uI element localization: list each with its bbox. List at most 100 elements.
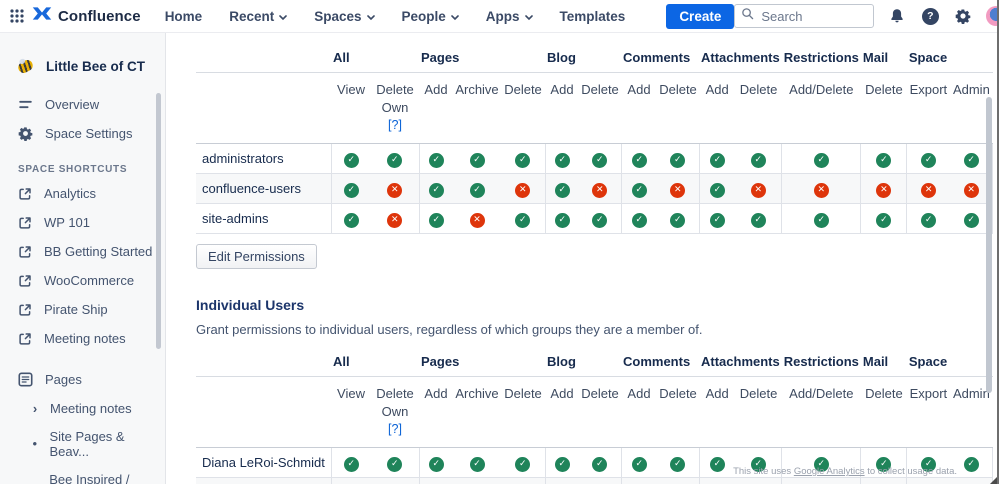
tree-item-bee-inspired-blog[interactable]: • Bee Inspired / Blog... — [0, 465, 165, 484]
permission-cell: ✓ — [453, 447, 501, 478]
space-header[interactable]: Little Bee of CT — [0, 33, 165, 75]
footer-text-after: to collect usage data. — [864, 466, 957, 477]
tree-item-meeting-notes[interactable]: › Meeting notes — [0, 394, 165, 422]
notifications-bell-icon[interactable] — [887, 6, 907, 26]
create-button[interactable]: Create — [666, 3, 735, 29]
deny-cross-icon: ✕ — [921, 182, 937, 198]
sidebar-item-space-settings[interactable]: Space Settings — [0, 119, 165, 148]
chevron-right-icon[interactable]: › — [32, 400, 38, 416]
permission-cell: ✓ — [620, 477, 657, 484]
main-scrollbar[interactable] — [986, 97, 992, 393]
shortcut-item-woocommerce[interactable]: WooCommerce — [0, 266, 165, 295]
confluence-home-link[interactable]: Confluence — [32, 5, 141, 27]
permission-cell: ✓ — [330, 173, 371, 204]
column-label: Add — [627, 385, 651, 401]
permission-cell: ✓ — [657, 447, 699, 478]
topnav-item-home[interactable]: Home — [165, 9, 203, 24]
column-label: Add — [424, 385, 448, 401]
topnav-item-label: Home — [164, 8, 203, 24]
sidebar-scrollbar[interactable] — [156, 93, 161, 349]
shortcut-item-analytics[interactable]: Analytics — [0, 179, 165, 208]
shortcut-item-label: WooCommerce — [44, 273, 135, 288]
topnav-item-apps[interactable]: Apps — [486, 9, 533, 24]
column-delete-own: Delete Own [?] — [371, 376, 419, 448]
column-label: Admin — [952, 385, 990, 401]
allow-check-icon: ✓ — [709, 212, 725, 228]
column-subheader-spacer — [196, 376, 331, 448]
permissions-main: All Pages Blog Comments Attachments Restricti… — [167, 33, 999, 484]
topnav-right: ? — [734, 4, 999, 28]
delete-own-help-link[interactable]: [?] — [388, 118, 402, 133]
column-group-all: All — [331, 47, 419, 73]
search-box[interactable] — [734, 4, 875, 28]
column-archive: Archive — [453, 72, 501, 144]
column-admin: Admin — [949, 72, 993, 144]
allow-check-icon: ✓ — [670, 456, 686, 472]
topnav-item-templates[interactable]: Templates — [560, 9, 626, 24]
shortcut-item-bb-getting-started[interactable]: BB Getting Started — [0, 237, 165, 266]
confluence-logo-icon — [32, 5, 52, 27]
top-navigation: Confluence Home Recent Spaces People Apps Tem… — [0, 0, 999, 33]
settings-gear-icon[interactable] — [953, 6, 973, 26]
topnav-item-recent[interactable]: Recent — [229, 9, 288, 24]
shortcut-item-label: Analytics — [44, 186, 97, 201]
app-switcher-icon[interactable] — [10, 5, 24, 27]
column-view: View — [331, 376, 371, 448]
bullet-icon: • — [32, 436, 37, 451]
permission-cell: ✓ — [579, 447, 621, 478]
deny-cross-icon: ✕ — [876, 182, 892, 198]
permission-cell: ✓ — [860, 447, 907, 478]
edit-group-permissions-button[interactable]: Edit Permissions — [196, 243, 317, 269]
column-add: Add — [419, 376, 453, 448]
allow-check-icon: ✓ — [750, 152, 766, 168]
column-label: Export — [909, 385, 948, 401]
allow-check-icon: ✓ — [670, 212, 686, 228]
user-avatar[interactable] — [986, 6, 999, 26]
permission-cell: ✓ — [544, 173, 579, 204]
allow-check-icon: ✓ — [554, 152, 570, 168]
column-label: View — [337, 82, 365, 97]
shortcut-item-meeting-notes[interactable]: Meeting notes — [0, 324, 165, 353]
permission-cell: ✓ — [371, 143, 419, 174]
deny-cross-icon: ✕ — [963, 182, 979, 198]
permission-cell: ✓ — [620, 143, 657, 174]
allow-check-icon: ✓ — [554, 182, 570, 198]
tree-item-site-pages-beav[interactable]: • Site Pages & Beav... — [0, 422, 165, 465]
user-name: Chat Notifications — [196, 477, 331, 484]
column-label: Delete — [865, 385, 903, 401]
google-analytics-link[interactable]: Google Analytics — [793, 466, 865, 477]
help-icon[interactable]: ? — [920, 6, 940, 26]
search-input[interactable] — [759, 7, 868, 25]
permission-cell: ✓ — [418, 143, 453, 174]
topnav-item-people[interactable]: People — [402, 9, 459, 24]
permission-cell: ✕ — [371, 477, 419, 484]
permission-cell: ✓ — [860, 143, 907, 174]
allow-check-icon: ✓ — [343, 456, 359, 472]
topnav-item-spaces[interactable]: Spaces — [314, 9, 375, 24]
column-delete: Delete — [735, 72, 782, 144]
column-label: Delete Own — [376, 385, 414, 419]
column-label: Delete — [504, 385, 542, 401]
column-group-attachments: Attachments — [699, 47, 782, 73]
allow-check-icon: ✓ — [592, 212, 608, 228]
shortcut-item-pirate-ship[interactable]: Pirate Ship — [0, 295, 165, 324]
app-name: Confluence — [58, 7, 141, 25]
permission-cell: ✓ — [949, 477, 994, 484]
pages-tree: Pages › Meeting notes • Site Pages & Beav..… — [0, 365, 165, 484]
external-link-icon — [18, 332, 32, 346]
column-label: Add — [705, 385, 729, 401]
sidebar-item-overview[interactable]: Overview — [0, 90, 165, 119]
allow-check-icon: ✓ — [631, 152, 647, 168]
column-delete: Delete — [579, 72, 621, 144]
sidebar-item-pages[interactable]: Pages — [0, 365, 165, 394]
deny-cross-icon: ✕ — [387, 212, 403, 228]
delete-own-help-link[interactable]: [?] — [388, 422, 402, 437]
column-group-restrictions: Restrictions — [781, 47, 861, 73]
permission-cell: ✓ — [906, 447, 950, 478]
column-label: Delete Own — [376, 82, 414, 115]
shortcut-item-label: Meeting notes — [44, 331, 126, 346]
individual-users-heading: Individual Users — [196, 296, 305, 313]
permission-cell: ✓ — [330, 447, 371, 478]
space-shortcuts-heading: SPACE SHORTCUTS — [18, 164, 128, 175]
shortcut-item-wp-101[interactable]: WP 101 — [0, 208, 165, 237]
